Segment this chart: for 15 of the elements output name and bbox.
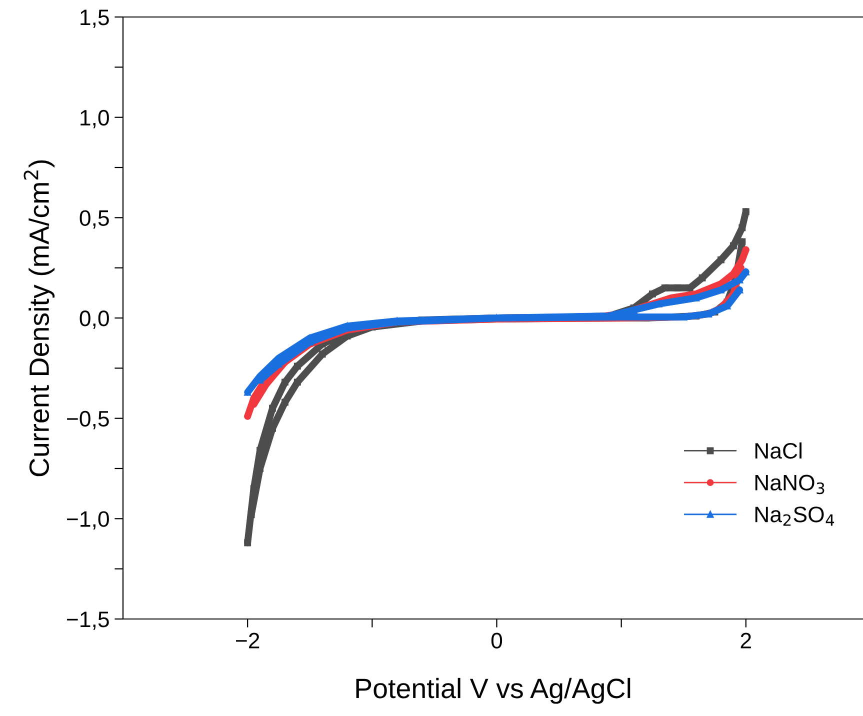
- y-tick-label: −1,5: [67, 612, 109, 630]
- y-tick-label: 0,5: [80, 210, 109, 229]
- y-tick-label: 1,0: [80, 110, 109, 128]
- y-tick-label: 0,0: [80, 310, 109, 329]
- x-tick-label: 0: [491, 632, 502, 649]
- legend-label: NaCl: [755, 442, 802, 459]
- x-axis-title: Potential V vs Ag/AgCl: [356, 678, 630, 704]
- y-tick-label: −1,0: [67, 511, 109, 530]
- legend-label: Na$_{2}$SO$_{4}$: [755, 506, 834, 526]
- y-tick-label: −0,5: [67, 410, 109, 430]
- y-tick-label: 1,5: [80, 10, 109, 28]
- legend-label: NaNO$_{3}$: [755, 474, 824, 494]
- x-tick-label: 2: [740, 632, 751, 648]
- y-axis-title: Current Density (mA/cm$^{2}$): [24, 160, 55, 476]
- x-tick-label: −2: [236, 632, 260, 648]
